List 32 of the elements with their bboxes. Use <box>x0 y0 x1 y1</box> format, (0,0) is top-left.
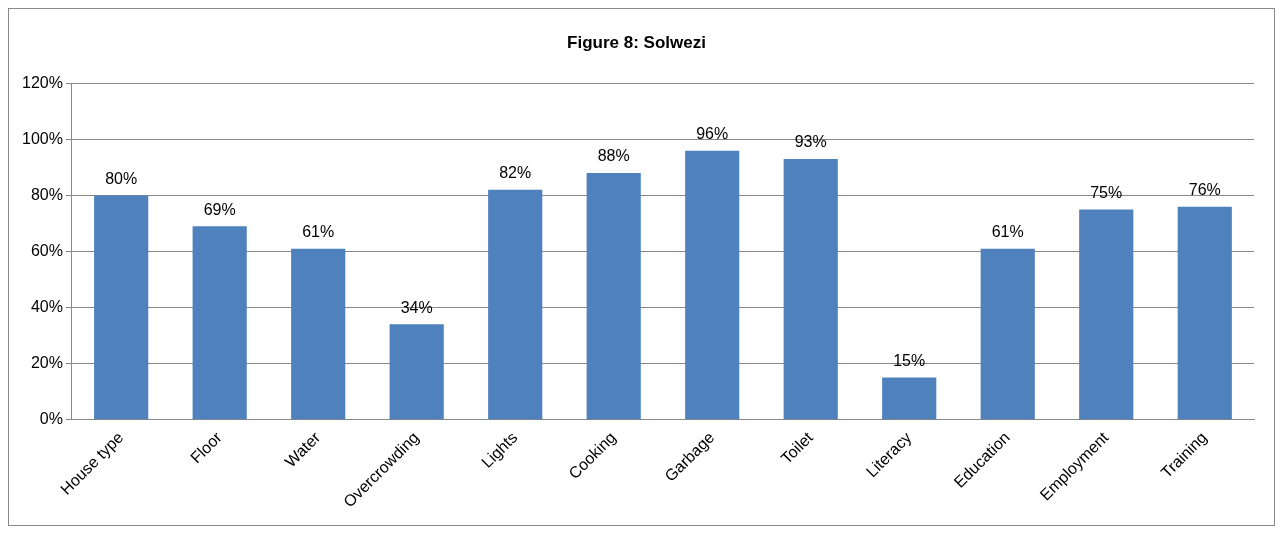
y-tick-label: 60% <box>30 241 63 259</box>
bar <box>685 150 740 420</box>
data-label: 82% <box>499 164 532 182</box>
bar <box>586 173 641 420</box>
data-label: 88% <box>597 147 630 165</box>
bar <box>1177 206 1232 420</box>
data-label: 76% <box>1188 181 1221 199</box>
bar <box>389 324 444 420</box>
data-label: 80% <box>105 169 138 187</box>
bar <box>291 248 346 420</box>
bar <box>980 248 1035 420</box>
data-label: 34% <box>400 298 433 316</box>
bar <box>882 377 937 420</box>
data-label: 15% <box>893 352 926 370</box>
bar <box>783 159 838 420</box>
y-tick-label: 0% <box>39 410 63 428</box>
bar <box>488 189 543 420</box>
data-label: 75% <box>1090 183 1123 201</box>
data-label: 69% <box>203 200 236 218</box>
chart-title: Figure 8: Solwezi <box>567 32 706 52</box>
data-label: 96% <box>696 125 729 143</box>
data-label: 93% <box>794 133 827 151</box>
y-tick-label: 40% <box>30 297 63 315</box>
y-tick-label: 20% <box>30 354 63 371</box>
y-tick-label: 80% <box>30 185 63 203</box>
y-tick-label: 120% <box>22 73 63 91</box>
data-label: 61% <box>302 223 335 241</box>
data-label: 61% <box>991 223 1024 241</box>
bar <box>1079 209 1134 420</box>
y-tick-label: 100% <box>22 129 63 147</box>
bar <box>94 195 149 420</box>
bar <box>192 226 247 420</box>
